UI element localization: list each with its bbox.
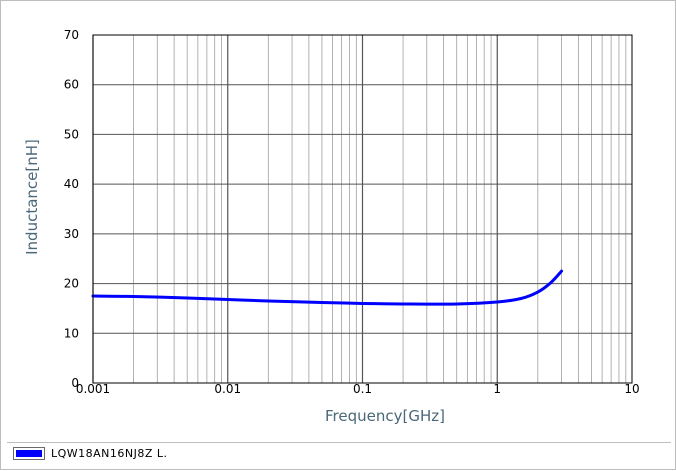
legend-label: LQW18AN16NJ8Z L. [51,447,168,460]
legend: LQW18AN16NJ8Z L. [7,442,671,466]
x-tick-labels: 0.001 0.01 0.1 1 10 [76,382,640,396]
x-axis-title: Frequency[GHz] [325,407,445,425]
legend-swatch [13,447,45,460]
y-tick-label: 60 [64,78,79,92]
series-line-lqw18an16nj8z [91,269,564,306]
x-tick-label: 0.001 [76,382,110,396]
plot-border [92,34,633,384]
y-tick-label: 30 [64,227,79,241]
y-tick-label: 0 [71,376,79,390]
y-axis-title: Inductance[nH] [23,139,41,255]
y-tick-label: 50 [64,127,79,141]
x-tick-label: 0.1 [353,382,372,396]
y-tick-label: 10 [64,326,79,340]
x-tick-label: 1 [493,382,501,396]
y-tick-label: 20 [64,277,79,291]
y-tick-labels: 0 10 20 30 40 50 60 70 [64,28,79,390]
x-tick-label: 10 [624,382,639,396]
y-tick-label: 40 [64,177,79,191]
x-tick-label: 0.01 [214,382,241,396]
legend-swatch-fill [16,450,42,457]
y-tick-label: 70 [64,28,79,42]
